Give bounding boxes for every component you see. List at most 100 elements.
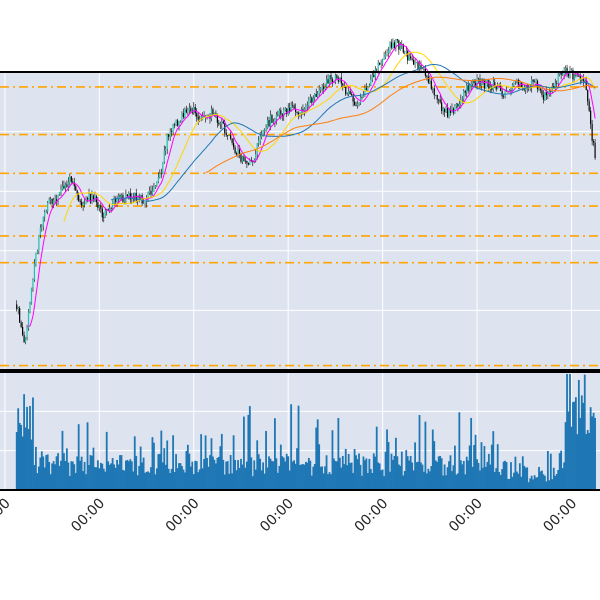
volume-bar <box>71 461 74 490</box>
volume-bar <box>185 450 188 490</box>
candle-body <box>488 80 490 90</box>
candle-body <box>305 106 307 109</box>
volume-bar <box>29 405 31 490</box>
volume-bar <box>197 472 200 490</box>
candle-body <box>83 203 86 205</box>
volume-bar <box>371 472 374 490</box>
candle-body <box>410 56 412 59</box>
candle-body <box>467 85 469 91</box>
volume-bar <box>319 466 322 490</box>
candle-body <box>497 85 499 90</box>
candle-body <box>386 53 388 55</box>
candle-body <box>50 198 52 200</box>
candle-body <box>541 90 543 95</box>
price-panel <box>0 38 600 370</box>
candle-body <box>570 70 573 71</box>
volume-bar <box>458 412 461 490</box>
volume-bar <box>535 477 537 490</box>
candle-body <box>503 96 505 97</box>
candle-body <box>263 129 266 131</box>
volume-bar <box>489 464 492 490</box>
volume-bar <box>330 474 332 490</box>
candle-body <box>286 108 288 115</box>
volume-bar <box>241 464 244 490</box>
candle-body <box>309 97 311 101</box>
volume-bar <box>73 464 76 490</box>
candle-body <box>523 89 525 91</box>
volume-bar <box>247 414 250 490</box>
volume-bar <box>437 456 440 490</box>
volume-bar <box>237 460 239 490</box>
candle-body <box>197 116 199 120</box>
volume-bar <box>119 455 121 490</box>
candle-body <box>492 82 494 90</box>
candle-body <box>109 208 111 211</box>
volume-bar <box>575 397 577 490</box>
candle-body <box>550 91 552 92</box>
volume-bar <box>18 422 21 490</box>
volume-bar <box>299 464 301 490</box>
volume-bar <box>327 474 329 490</box>
volume-bar <box>116 459 118 490</box>
candle-body <box>45 211 47 212</box>
candle-body <box>429 80 431 83</box>
candle-body <box>100 205 102 209</box>
volume-bar <box>397 464 400 490</box>
volume-bar <box>181 466 183 490</box>
volume-bar <box>477 462 480 490</box>
candle-body <box>472 80 474 85</box>
candle-body <box>266 120 269 129</box>
candle-body <box>231 138 233 143</box>
candle-body <box>39 227 41 235</box>
candle-body <box>78 195 80 201</box>
candle-body <box>513 81 515 85</box>
volume-bar <box>566 373 568 490</box>
volume-bar <box>114 467 117 490</box>
candle-body <box>94 196 96 200</box>
volume-bar <box>449 455 452 490</box>
candle-body <box>114 198 117 202</box>
volume-bar <box>213 459 216 490</box>
candle-body <box>128 193 130 197</box>
volume-bar <box>86 422 89 490</box>
candle-body <box>567 73 570 77</box>
volume-bar <box>63 453 65 490</box>
volume-bar <box>54 464 56 490</box>
x-tick-label: 00:00 <box>352 496 392 536</box>
volume-bar <box>23 394 25 490</box>
volume-bar <box>88 465 90 490</box>
candle-body <box>253 159 255 163</box>
candle-body <box>144 202 146 204</box>
volume-bar <box>520 476 523 490</box>
volume-bar <box>479 470 481 490</box>
candle-body <box>331 79 334 82</box>
candle-body <box>485 83 487 89</box>
x-tick-label: 00:00 <box>540 496 580 536</box>
candle-body <box>554 83 556 88</box>
volume-bar <box>191 461 194 490</box>
candle-body <box>500 86 502 92</box>
volume-bar <box>434 460 437 490</box>
volume-bar <box>518 463 521 490</box>
volume-bar <box>266 467 269 490</box>
candle-body <box>454 105 456 113</box>
candle-body <box>551 86 553 92</box>
volume-bar <box>182 469 185 490</box>
volume-bar <box>110 463 113 490</box>
volume-bar <box>588 432 591 490</box>
candle-body <box>433 88 435 96</box>
candle-body <box>66 184 68 187</box>
volume-bar <box>485 466 487 490</box>
candle-body <box>36 250 38 254</box>
volume-bar <box>17 408 20 490</box>
volume-bar <box>529 478 532 490</box>
candle-body <box>404 51 406 53</box>
candle-body <box>101 208 103 218</box>
volume-bar <box>569 373 571 490</box>
volume-bar <box>496 444 499 490</box>
candle-body <box>396 39 398 41</box>
candle-body <box>367 86 369 90</box>
candle-body <box>178 121 180 126</box>
volume-bar <box>228 473 231 490</box>
candle-body <box>460 99 462 104</box>
